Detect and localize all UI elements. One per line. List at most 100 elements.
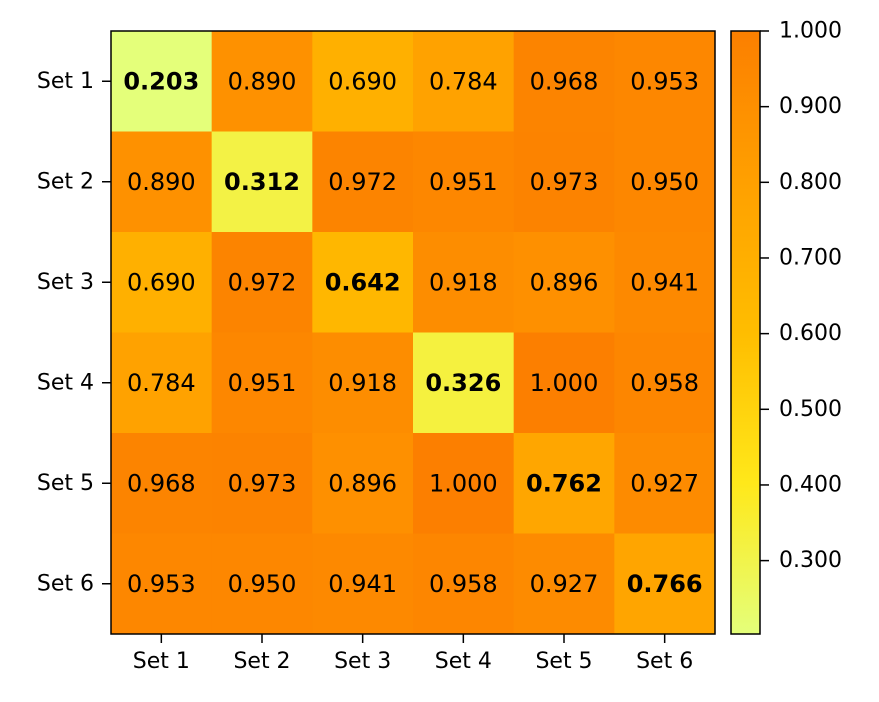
heatmap-cell-r1-c6	[614, 31, 716, 132]
heatmap-cell-r5-c4	[413, 433, 515, 534]
cell-value-label: 0.951	[228, 369, 297, 397]
cell-value-label: 0.958	[630, 369, 699, 397]
x-axis: Set 1 Set 2 Set 3 Set 4 Set 5 Set 6	[133, 634, 693, 674]
heatmap-cell-r2-c4	[413, 131, 515, 233]
heatmap-cell-r5-c3	[312, 433, 414, 534]
cell-value-label: 0.890	[228, 67, 297, 95]
cell-value-label: 0.973	[228, 469, 297, 497]
y-tick-label: Set 3	[37, 270, 94, 295]
colorbar-tick-label: 0.300	[779, 548, 842, 573]
cell-value-label: 0.927	[530, 570, 599, 598]
heatmap-cell-r1-c2	[211, 31, 313, 132]
heatmap-cell-r5-c6	[614, 433, 716, 534]
cell-value-label: 0.766	[627, 570, 703, 598]
colorbar-tick-label: 0.700	[779, 245, 842, 270]
cell-value-label: 0.203	[123, 67, 199, 95]
heatmap-cell-r4-c6	[614, 332, 716, 434]
colorbar-axis: 0.300 0.400 0.500 0.600 0.700 0.800 0.900 1.000	[760, 19, 842, 573]
heatmap-cell-r2-c6	[614, 131, 716, 233]
heatmap-cell-r6-c2	[211, 533, 313, 635]
colorbar-tick-label: 0.800	[779, 170, 842, 195]
y-tick-label: Set 5	[37, 471, 94, 496]
cell-value-label: 0.972	[328, 168, 397, 196]
heatmap-cell-r4-c4	[413, 332, 515, 434]
cell-value-label: 0.896	[328, 469, 397, 497]
cell-value-label: 1.000	[530, 369, 599, 397]
cell-value-label: 0.941	[630, 268, 699, 296]
heatmap-cell-r3-c3	[312, 232, 414, 333]
colorbar-tick-label: 0.500	[779, 397, 842, 422]
cell-value-label: 0.784	[127, 369, 196, 397]
cell-value-label: 0.941	[328, 570, 397, 598]
y-tick-label: Set 4	[37, 370, 94, 395]
x-tick-label: Set 2	[233, 649, 290, 674]
cell-value-label: 0.690	[127, 268, 196, 296]
x-tick-label: Set 5	[535, 649, 592, 674]
cell-value-label: 0.950	[228, 570, 297, 598]
cell-value-label: 0.784	[429, 67, 498, 95]
heatmap-cell-r1-c3	[312, 31, 414, 132]
heatmap-cell-r6-c3	[312, 533, 414, 635]
x-tick-label: Set 3	[334, 649, 391, 674]
x-tick-label: Set 1	[133, 649, 190, 674]
cell-value-label: 0.690	[328, 67, 397, 95]
heatmap-cell-r3-c2	[211, 232, 313, 333]
colorbar-tick-label: 1.000	[779, 19, 842, 44]
heatmap-cell-r2-c2	[211, 131, 313, 233]
cell-value-label: 0.927	[630, 469, 699, 497]
heatmap-cell-r3-c4	[413, 232, 515, 333]
cell-value-label: 0.958	[429, 570, 498, 598]
heatmap-cell-r4-c5	[513, 332, 615, 434]
heatmap-cell-r3-c6	[614, 232, 716, 333]
heatmap-cell-r3-c5	[513, 232, 615, 333]
heatmap-cell-r6-c1	[111, 533, 213, 635]
cell-value-label: 0.918	[328, 369, 397, 397]
plot-frame	[110, 30, 716, 635]
y-tick-label: Set 2	[37, 169, 94, 194]
heatmap-cell-r6-c4	[413, 533, 515, 635]
heatmap-cell-r1-c5	[513, 31, 615, 132]
heatmap-cells	[111, 31, 716, 635]
cell-value-label: 0.312	[224, 168, 300, 196]
x-tick-label: Set 6	[636, 649, 693, 674]
cell-value-label: 0.950	[630, 168, 699, 196]
cell-value-label: 0.968	[127, 469, 196, 497]
heatmap-cell-r1-c4	[413, 31, 515, 132]
cell-value-label: 0.890	[127, 168, 196, 196]
heatmap-cell-r5-c1	[111, 433, 213, 534]
heatmap-cell-r5-c2	[211, 433, 313, 534]
heatmap-cell-r5-c5	[513, 433, 615, 534]
heatmap-cell-labels: 0.203 0.890 0.690 0.784 0.968 0.953 0.890 0.312…	[123, 67, 702, 598]
heatmap-cell-r6-c6	[614, 533, 716, 635]
heatmap-cell-r4-c1	[111, 332, 213, 434]
cell-value-label: 1.000	[429, 469, 498, 497]
cell-value-label: 0.642	[325, 268, 401, 296]
colorbar-tick-label: 0.400	[779, 472, 842, 497]
colorbar	[731, 31, 760, 634]
cell-value-label: 0.918	[429, 268, 498, 296]
y-tick-label: Set 1	[37, 69, 94, 94]
cell-value-label: 0.973	[530, 168, 599, 196]
cell-value-label: 0.326	[425, 369, 501, 397]
y-axis: Set 1 Set 2 Set 3 Set 4 Set 5 Set 6	[37, 69, 111, 596]
heatmap-cell-r2-c5	[513, 131, 615, 233]
heatmap-cell-r6-c5	[513, 533, 615, 635]
y-tick-label: Set 6	[37, 571, 94, 596]
colorbar-tick-label: 0.900	[779, 94, 842, 119]
heatmap-cell-r2-c1	[111, 131, 213, 233]
cell-value-label: 0.951	[429, 168, 498, 196]
heatmap-cell-r2-c3	[312, 131, 414, 233]
colorbar-frame	[730, 30, 761, 635]
heatmap-cell-r3-c1	[111, 232, 213, 333]
cell-value-label: 0.972	[228, 268, 297, 296]
cell-value-label: 0.968	[530, 67, 599, 95]
cell-value-label: 0.762	[526, 469, 602, 497]
heatmap-cell-r1-c1	[111, 31, 213, 132]
heatmap-cell-r4-c3	[312, 332, 414, 434]
cell-value-label: 0.953	[127, 570, 196, 598]
colorbar-tick-label: 0.600	[779, 321, 842, 346]
heatmap-cell-r4-c2	[211, 332, 313, 434]
cell-value-label: 0.896	[530, 268, 599, 296]
x-tick-label: Set 4	[435, 649, 492, 674]
